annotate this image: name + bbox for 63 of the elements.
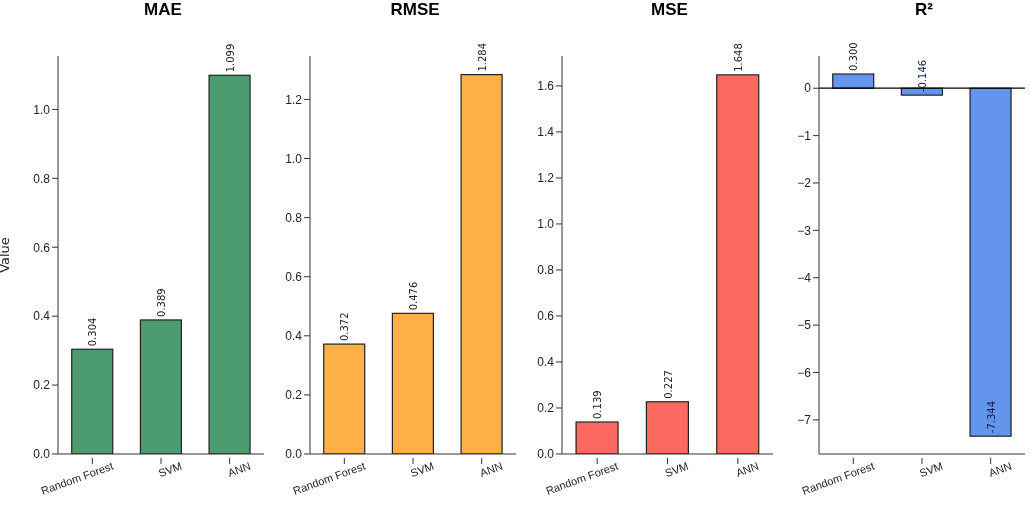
x-tick-label: ANN [987, 459, 1014, 479]
x-tick-label: ANN [226, 459, 253, 479]
y-tick-label: 0.2 [285, 388, 303, 403]
x-tick-label: SVM [156, 459, 184, 480]
y-tick-label: 0.8 [33, 171, 51, 186]
data-label: 1.099 [224, 43, 236, 73]
bar [323, 343, 366, 454]
y-tick-label: 0.2 [537, 401, 555, 416]
y-tick-label: 0.8 [537, 263, 555, 278]
data-label: 1.284 [476, 42, 488, 72]
y-tick-label: 0.2 [33, 378, 51, 393]
chart-title: RMSE [389, 0, 441, 20]
y-tick-label: 1.0 [33, 102, 51, 117]
chart-title: R² [914, 0, 934, 20]
x-tick-label: ANN [478, 459, 505, 479]
y-tick-label: 0.6 [33, 240, 51, 255]
y-tick-label: 0.0 [537, 447, 555, 462]
data-label: 0.372 [339, 312, 351, 342]
data-label: 0.476 [408, 281, 419, 311]
y-tick-label: 0.6 [537, 309, 555, 324]
data-label: 0.389 [156, 288, 167, 317]
x-tick-label: ANN [734, 459, 761, 479]
x-tick-label: SVM [408, 459, 436, 480]
data-label: 0.227 [662, 370, 674, 399]
y-tick-label: −3 [797, 223, 812, 238]
data-label: 0.304 [87, 317, 99, 347]
data-label: -0.146 [917, 59, 928, 93]
y-tick-label: 0 [804, 81, 812, 96]
y-tick-label: 0.6 [285, 269, 303, 284]
y-tick-label: 0.4 [33, 309, 51, 324]
chart-title: MAE [143, 0, 183, 20]
data-label: 0.139 [592, 390, 604, 420]
y-tick-label: −5 [797, 318, 812, 333]
y-tick-label: −7 [797, 413, 812, 428]
data-label: 1.648 [732, 43, 744, 72]
y-tick-label: −1 [797, 128, 812, 143]
y-tick-label: 0.8 [285, 210, 303, 225]
y-tick-label: 1.0 [537, 217, 555, 232]
y-tick-label: −6 [797, 365, 812, 380]
y-tick-label: −4 [797, 271, 812, 285]
x-tick-label: SVM [917, 459, 945, 480]
bar [716, 74, 760, 454]
bar [460, 74, 503, 454]
y-tick-label: −2 [797, 176, 812, 191]
y-tick-label: 1.4 [537, 125, 555, 140]
data-label: 0.300 [848, 42, 860, 71]
data-label: -7.344 [985, 400, 997, 434]
chart-title: MSE [650, 0, 689, 20]
bar [139, 319, 182, 454]
bar [71, 348, 114, 454]
bar [208, 74, 251, 454]
y-tick-label: 0.0 [285, 447, 303, 462]
y-tick-label: 1.2 [537, 171, 555, 186]
bar [575, 421, 619, 454]
y-tick-label: 1.2 [285, 92, 303, 107]
bar [645, 401, 689, 454]
y-tick-label: 1.6 [537, 79, 555, 94]
x-tick-label: SVM [663, 459, 690, 480]
bar [391, 312, 434, 454]
y-tick-label: 0.4 [537, 355, 555, 370]
y-tick-label: 1.0 [285, 151, 303, 166]
y-tick-label: 0.4 [285, 329, 303, 344]
y-tick-label: 0.0 [33, 447, 51, 462]
